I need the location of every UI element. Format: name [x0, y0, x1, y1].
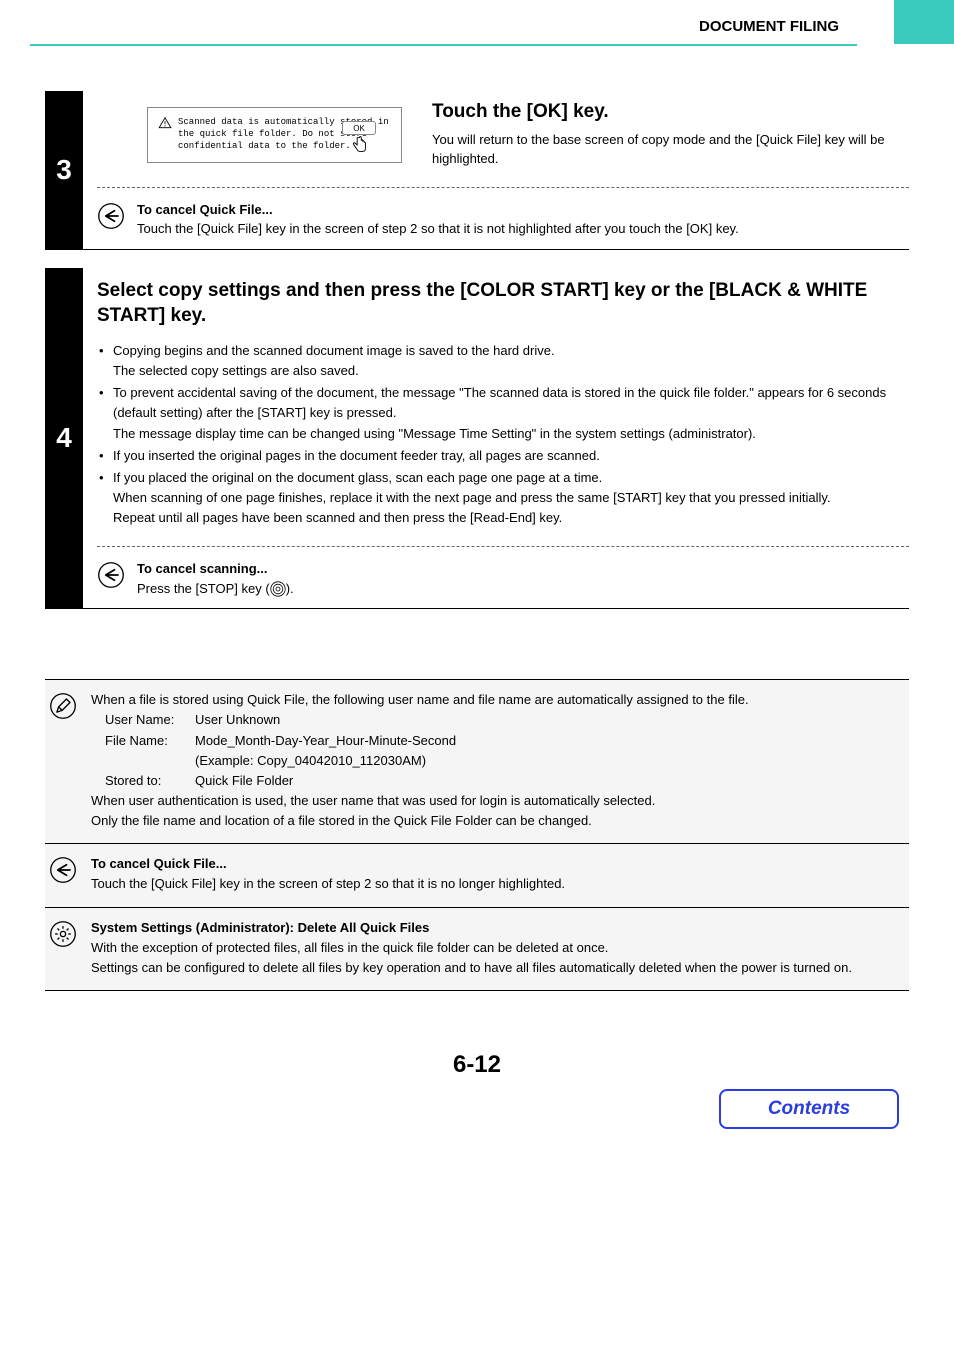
info-line: With the exception of protected files, a… [91, 938, 901, 958]
info-title: System Settings (Administrator): Delete … [91, 918, 901, 938]
kv-row: (Example: Copy_04042010_112030AM) [91, 751, 901, 771]
step-bullet-list: Copying begins and the scanned document … [97, 341, 909, 528]
info-stack: When a file is stored using Quick File, … [45, 679, 909, 991]
info-line: Only the file name and location of a fil… [91, 811, 901, 831]
step-4: 4 Select copy settings and then press th… [45, 268, 909, 610]
note-body: Press the [STOP] key (). [137, 579, 909, 599]
info-box-file-details: When a file is stored using Quick File, … [45, 680, 909, 844]
list-item: To prevent accidental saving of the docu… [97, 383, 909, 443]
stop-key-icon [270, 581, 286, 597]
pencil-note-icon [49, 692, 77, 720]
info-body: Touch the [Quick File] key in the screen… [91, 874, 901, 894]
dashed-divider [97, 187, 909, 188]
info-box-system-settings: System Settings (Administrator): Delete … [45, 908, 909, 991]
list-item: Copying begins and the scanned document … [97, 341, 909, 381]
step-number: 4 [45, 268, 83, 609]
note-body: Touch the [Quick File] key in the screen… [137, 219, 909, 239]
info-title: To cancel Quick File... [91, 854, 901, 874]
note-title: To cancel Quick File... [137, 200, 909, 220]
info-box-cancel-quickfile: To cancel Quick File... Touch the [Quick… [45, 844, 909, 907]
step-3: 3 Scanned data is automatically stored i… [45, 91, 909, 250]
gear-icon [49, 920, 77, 948]
cancel-icon [97, 202, 125, 230]
header-accent-block [894, 0, 954, 44]
dialog-screenshot: Scanned data is automatically stored in … [147, 107, 402, 163]
dashed-divider [97, 546, 909, 547]
cancel-icon [97, 561, 125, 589]
ok-button-graphic: OK [342, 121, 376, 135]
step-heading: Touch the [OK] key. [432, 101, 909, 123]
step-description: You will return to the base screen of co… [432, 131, 909, 169]
note-title: To cancel scanning... [137, 559, 909, 579]
header-rule [30, 44, 857, 46]
kv-row: Stored to: Quick File Folder [91, 771, 901, 791]
hand-pointer-icon [348, 134, 370, 156]
header-bar: DOCUMENT FILING [45, 12, 909, 46]
contents-button[interactable]: Contents [719, 1089, 899, 1129]
kv-row: User Name: User Unknown [91, 710, 901, 730]
cancel-icon [49, 856, 77, 884]
list-item: If you placed the original on the docume… [97, 468, 909, 528]
step-number: 3 [45, 91, 83, 249]
kv-row: File Name: Mode_Month-Day-Year_Hour-Minu… [91, 731, 901, 751]
warning-icon [158, 116, 172, 130]
info-line: Settings can be configured to delete all… [91, 958, 901, 978]
info-intro: When a file is stored using Quick File, … [91, 690, 901, 710]
page-number: 6-12 [45, 1051, 909, 1079]
info-line: When user authentication is used, the us… [91, 791, 901, 811]
list-item: If you inserted the original pages in th… [97, 446, 909, 466]
step-heading: Select copy settings and then press the … [97, 278, 909, 329]
header-title: DOCUMENT FILING [699, 18, 839, 35]
